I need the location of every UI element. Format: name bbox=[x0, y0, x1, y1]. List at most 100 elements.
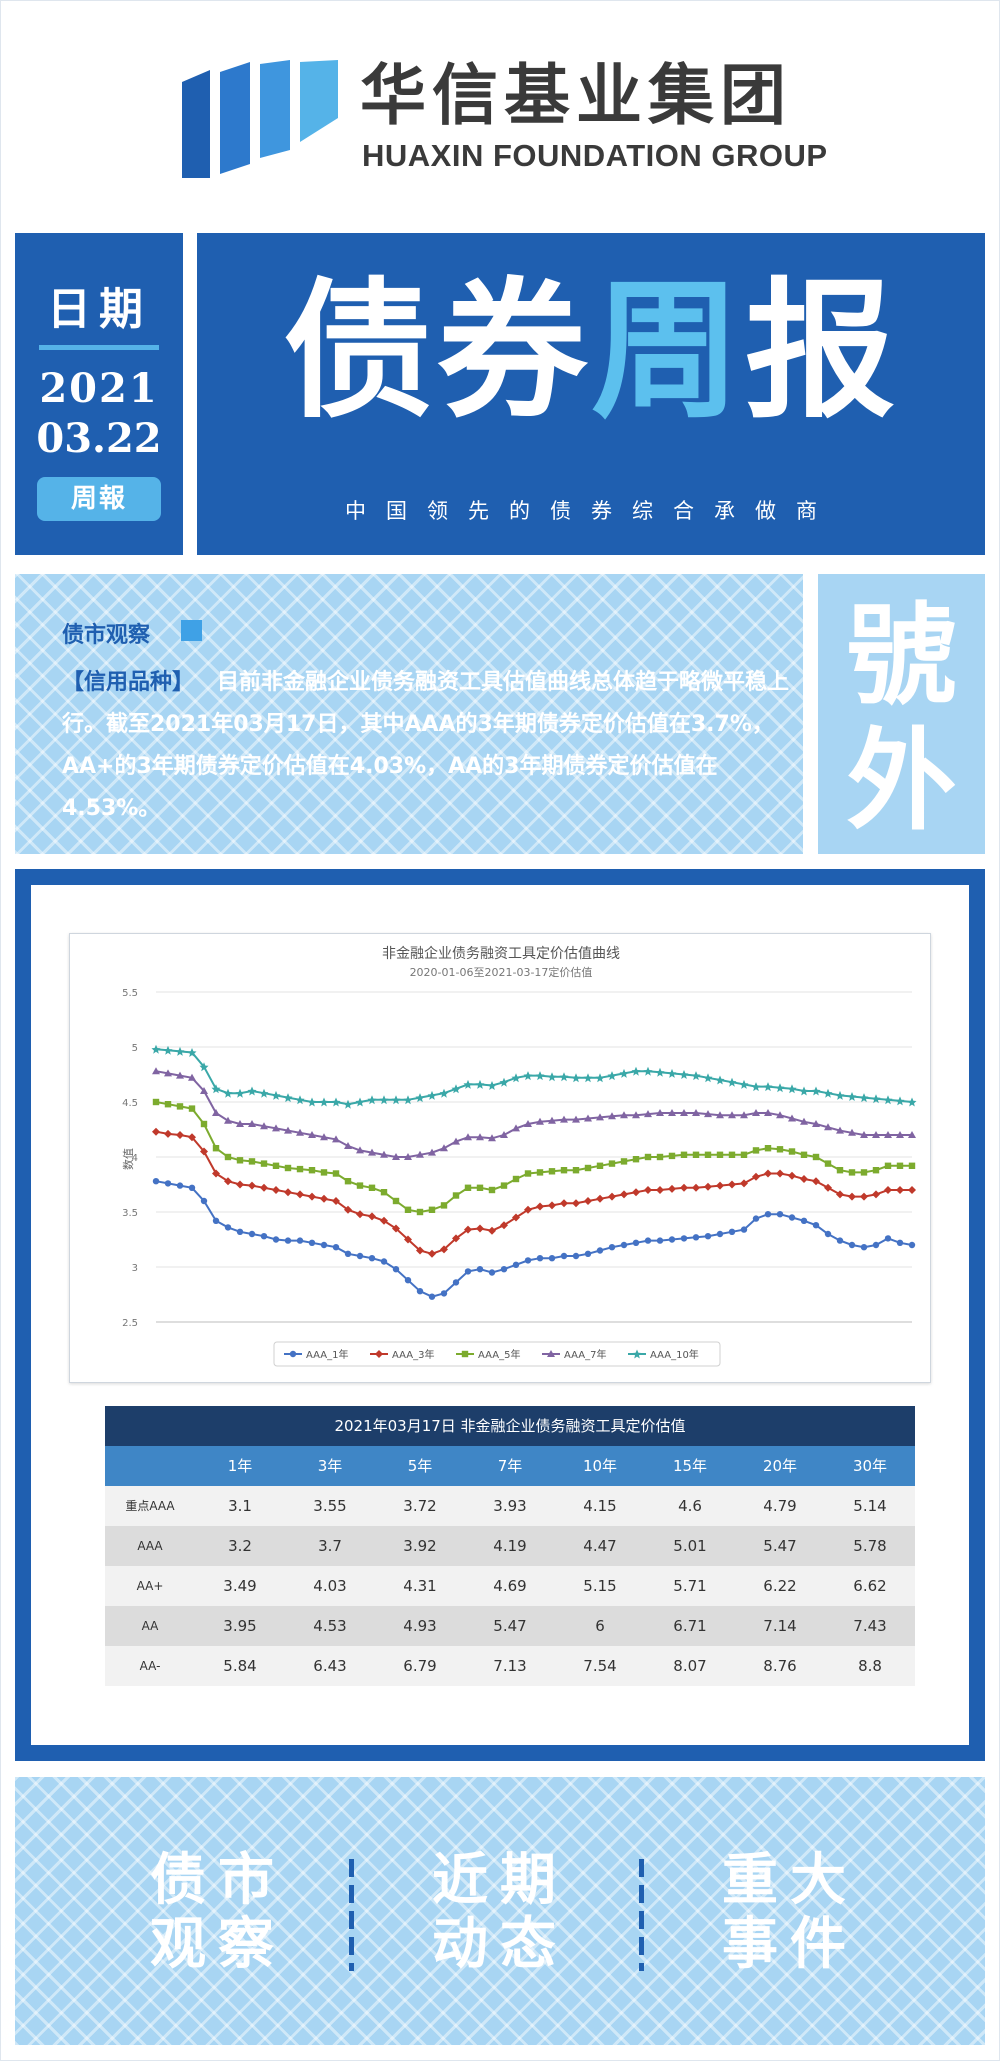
data-point bbox=[464, 1225, 472, 1234]
table-cell: 5.15 bbox=[583, 1577, 617, 1595]
series-line bbox=[155, 1048, 913, 1106]
data-point bbox=[800, 1217, 808, 1224]
data-point bbox=[308, 1192, 316, 1201]
data-point bbox=[524, 1170, 532, 1177]
data-point bbox=[823, 1088, 833, 1098]
data-point bbox=[368, 1255, 376, 1262]
legend-label: AAA_7年 bbox=[564, 1348, 606, 1361]
table-cell: 重点AAA bbox=[125, 1499, 175, 1513]
data-point bbox=[572, 1167, 580, 1174]
data-point bbox=[512, 1213, 520, 1222]
data-point bbox=[248, 1120, 256, 1127]
data-point bbox=[164, 1129, 172, 1138]
nav-label-line: 观察 bbox=[150, 1912, 286, 1977]
data-point bbox=[356, 1182, 364, 1189]
data-point bbox=[416, 1208, 424, 1216]
data-point bbox=[175, 1046, 185, 1056]
data-point bbox=[847, 1092, 857, 1101]
data-point bbox=[824, 1230, 832, 1238]
data-point bbox=[248, 1181, 256, 1190]
data-point bbox=[632, 1188, 640, 1197]
data-point bbox=[715, 1075, 725, 1085]
series-line bbox=[155, 1180, 913, 1298]
date-box: 日期 2021 03.22 周報 bbox=[15, 233, 183, 555]
data-point bbox=[536, 1202, 544, 1211]
data-point bbox=[332, 1197, 340, 1205]
data-point bbox=[260, 1233, 268, 1240]
data-point bbox=[187, 1048, 197, 1057]
data-point bbox=[236, 1228, 244, 1235]
data-point bbox=[787, 1084, 797, 1094]
extra-label-char: 外 bbox=[846, 717, 957, 845]
data-point bbox=[392, 1224, 400, 1233]
data-point bbox=[548, 1116, 556, 1124]
legend-item: AAA_3年 bbox=[370, 1348, 434, 1361]
data-point bbox=[560, 1167, 568, 1174]
y-tick-label: 3 bbox=[132, 1263, 138, 1274]
nav-bond-observation[interactable]: 债市 观察 bbox=[133, 1849, 303, 1977]
data-point bbox=[499, 1077, 509, 1087]
data-point bbox=[284, 1126, 292, 1134]
data-point bbox=[644, 1153, 652, 1161]
data-point bbox=[848, 1169, 856, 1176]
data-point bbox=[236, 1180, 244, 1189]
data-point bbox=[164, 1180, 172, 1187]
legend-item: AAA_5年 bbox=[456, 1348, 520, 1361]
data-point bbox=[152, 1098, 160, 1106]
chart-title: 非金融企业债务融资工具定价估值曲线 bbox=[382, 945, 620, 962]
data-point bbox=[488, 1269, 496, 1276]
data-point bbox=[692, 1109, 700, 1116]
table-cell: 6 bbox=[595, 1617, 605, 1635]
table-cell: 5.14 bbox=[853, 1497, 887, 1515]
data-point bbox=[560, 1199, 568, 1208]
data-point bbox=[284, 1237, 292, 1244]
data-point bbox=[524, 1205, 532, 1214]
data-point bbox=[667, 1068, 677, 1078]
data-point bbox=[884, 1235, 892, 1242]
table-cell: 5.84 bbox=[223, 1657, 257, 1675]
table-title: 2021年03月17日 非金融企业债务融资工具定价估值 bbox=[105, 1406, 915, 1446]
data-point bbox=[896, 1239, 904, 1246]
data-point bbox=[656, 1237, 664, 1244]
data-point bbox=[716, 1181, 724, 1190]
data-point bbox=[451, 1084, 461, 1094]
nav-major-events[interactable]: 重大 事件 bbox=[705, 1849, 875, 1977]
data-point bbox=[224, 1177, 232, 1186]
data-point bbox=[356, 1146, 364, 1154]
data-point bbox=[655, 1067, 665, 1077]
data-point bbox=[692, 1183, 700, 1192]
valuation-chart-card: 非金融企业债务融资工具定价估值曲线 2020-01-06至2021-03-17定… bbox=[69, 933, 931, 1383]
data-point bbox=[908, 1162, 916, 1169]
data-point bbox=[427, 1090, 437, 1100]
table-cell: 3.55 bbox=[313, 1497, 347, 1515]
data-point bbox=[812, 1153, 820, 1161]
data-point bbox=[452, 1234, 460, 1243]
nav-recent-news[interactable]: 近期 动态 bbox=[415, 1849, 585, 1977]
data-point bbox=[776, 1211, 784, 1218]
data-point bbox=[368, 1184, 376, 1191]
data-point bbox=[812, 1177, 820, 1186]
data-point bbox=[680, 1183, 688, 1192]
data-point bbox=[872, 1131, 880, 1138]
table-cell: 7.13 bbox=[493, 1657, 527, 1675]
data-point bbox=[163, 1045, 173, 1055]
data-point bbox=[764, 1211, 772, 1218]
data-point bbox=[656, 1186, 664, 1194]
data-point bbox=[740, 1151, 748, 1158]
data-point bbox=[375, 1350, 383, 1358]
y-tick-label: 4.5 bbox=[122, 1098, 138, 1109]
data-point bbox=[416, 1288, 424, 1295]
table-cell: 4.31 bbox=[403, 1577, 437, 1595]
data-point bbox=[260, 1160, 268, 1167]
data-panel-inner: 非金融企业债务融资工具定价估值曲线 2020-01-06至2021-03-17定… bbox=[31, 885, 969, 1745]
data-point bbox=[463, 1079, 473, 1089]
y-tick-label: 5.5 bbox=[122, 988, 138, 999]
table-cell: AA- bbox=[139, 1659, 161, 1673]
data-point bbox=[788, 1148, 796, 1155]
data-point bbox=[224, 1116, 232, 1124]
data-point bbox=[380, 1150, 388, 1158]
data-point bbox=[188, 1073, 196, 1081]
data-point bbox=[476, 1224, 484, 1233]
data-point bbox=[608, 1192, 616, 1201]
data-point bbox=[176, 1071, 184, 1079]
